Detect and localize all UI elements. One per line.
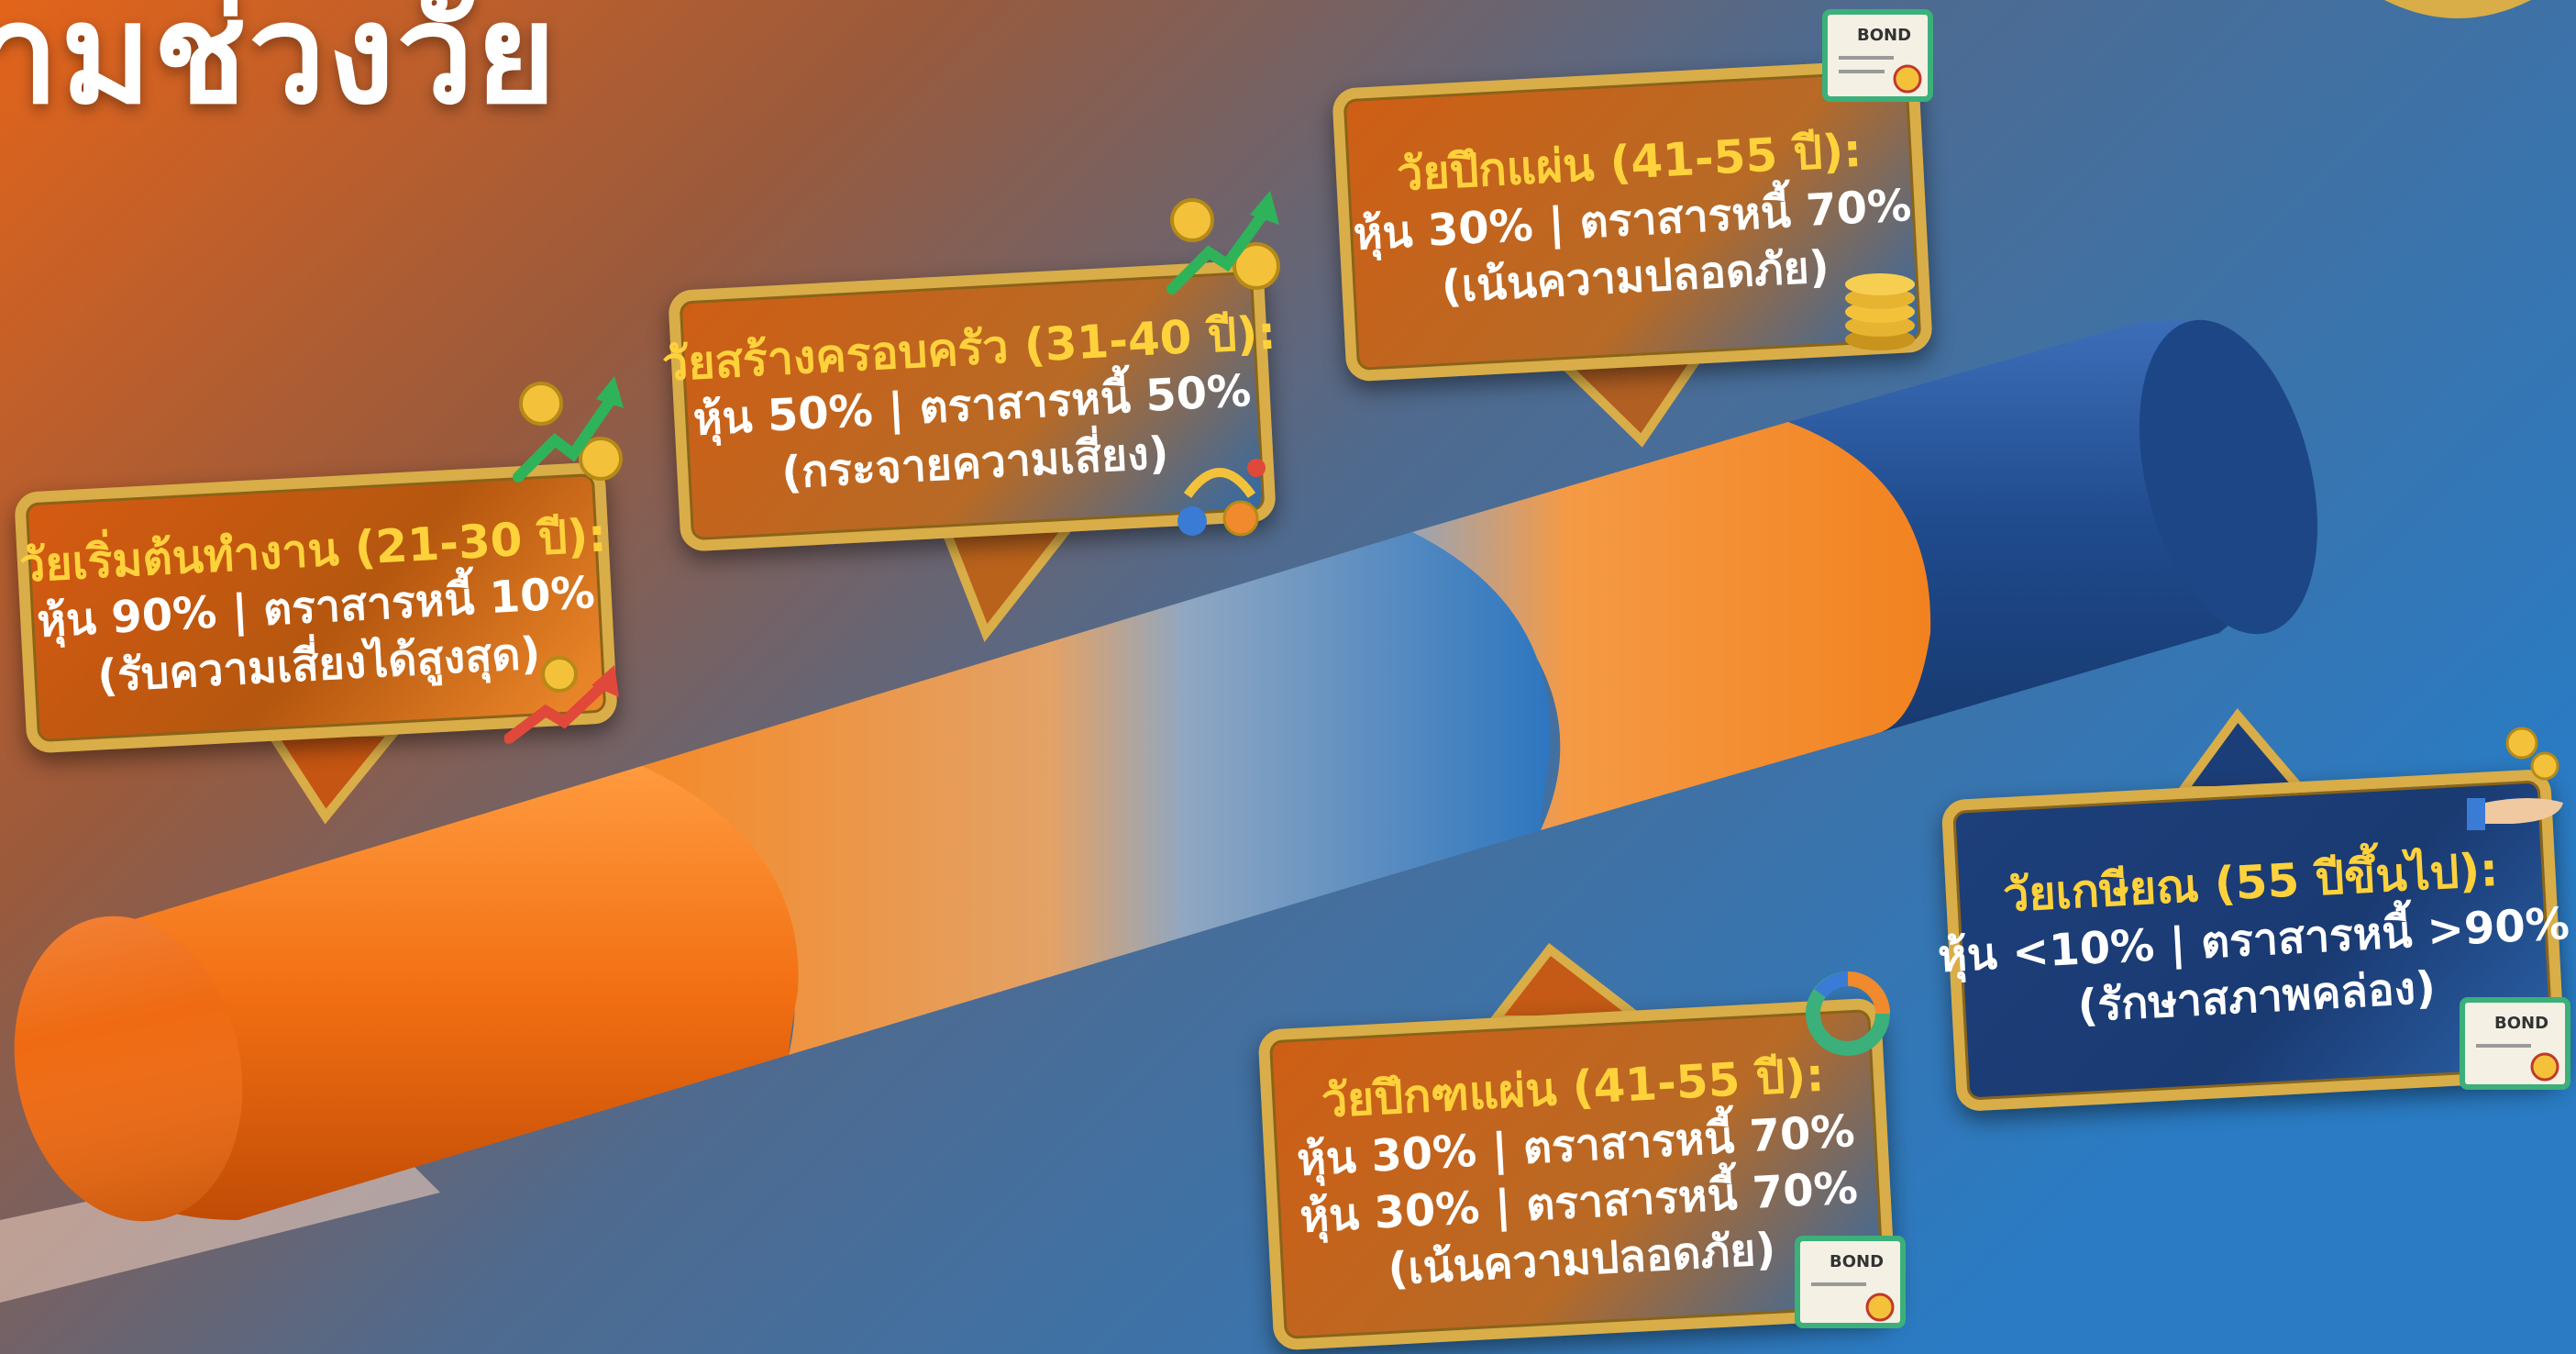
page-title: ามช่วงวัย (0, 0, 558, 135)
tube-segment-family (642, 532, 1551, 1055)
bond-certificate-icon: BOND (2460, 997, 2570, 1090)
growth-arrow-icon (504, 656, 619, 744)
hand-with-coins-icon (2467, 727, 2563, 830)
tube-segment-consolidation (1412, 422, 1931, 830)
allocation-tube (14, 319, 2318, 1222)
growth-arrow-icon (513, 376, 624, 483)
bond-certificate-icon: BOND (1795, 1236, 1906, 1328)
coin-icon (2384, 0, 2531, 18)
certificate-label: BOND (1830, 1252, 1884, 1271)
coin-stack-icon (1845, 273, 1915, 350)
certificate-label: BOND (2494, 1014, 2548, 1033)
scale-icon (1177, 459, 1266, 537)
bond-certificate-icon: BOND (1822, 9, 1933, 102)
growth-arrow-icon (1166, 191, 1280, 294)
pie-chart-icon (1806, 971, 1890, 1056)
tube-end-cap (2139, 319, 2318, 635)
certificate-label: BOND (1857, 26, 1911, 45)
